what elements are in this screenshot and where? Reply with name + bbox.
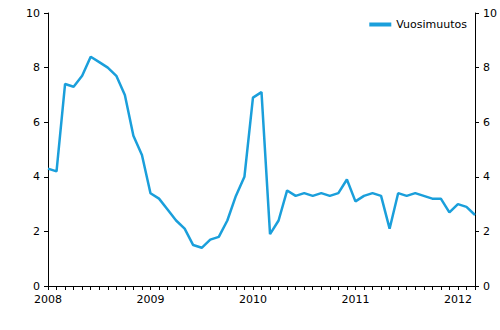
- svg-text:10: 10: [26, 7, 40, 20]
- svg-text:2010: 2010: [239, 293, 267, 306]
- svg-text:8: 8: [33, 61, 40, 74]
- svg-text:6: 6: [483, 116, 490, 129]
- svg-text:Vuosimuutos: Vuosimuutos: [396, 18, 467, 31]
- svg-text:2008: 2008: [34, 293, 62, 306]
- svg-text:2012: 2012: [444, 293, 472, 306]
- svg-text:2: 2: [483, 225, 490, 238]
- svg-text:2: 2: [33, 225, 40, 238]
- svg-text:0: 0: [33, 280, 40, 293]
- svg-text:8: 8: [483, 61, 490, 74]
- svg-text:6: 6: [33, 116, 40, 129]
- svg-text:0: 0: [483, 280, 490, 293]
- svg-text:2009: 2009: [136, 293, 164, 306]
- svg-text:4: 4: [483, 170, 490, 183]
- svg-text:2011: 2011: [341, 293, 369, 306]
- svg-text:10: 10: [483, 7, 497, 20]
- svg-text:4: 4: [33, 170, 40, 183]
